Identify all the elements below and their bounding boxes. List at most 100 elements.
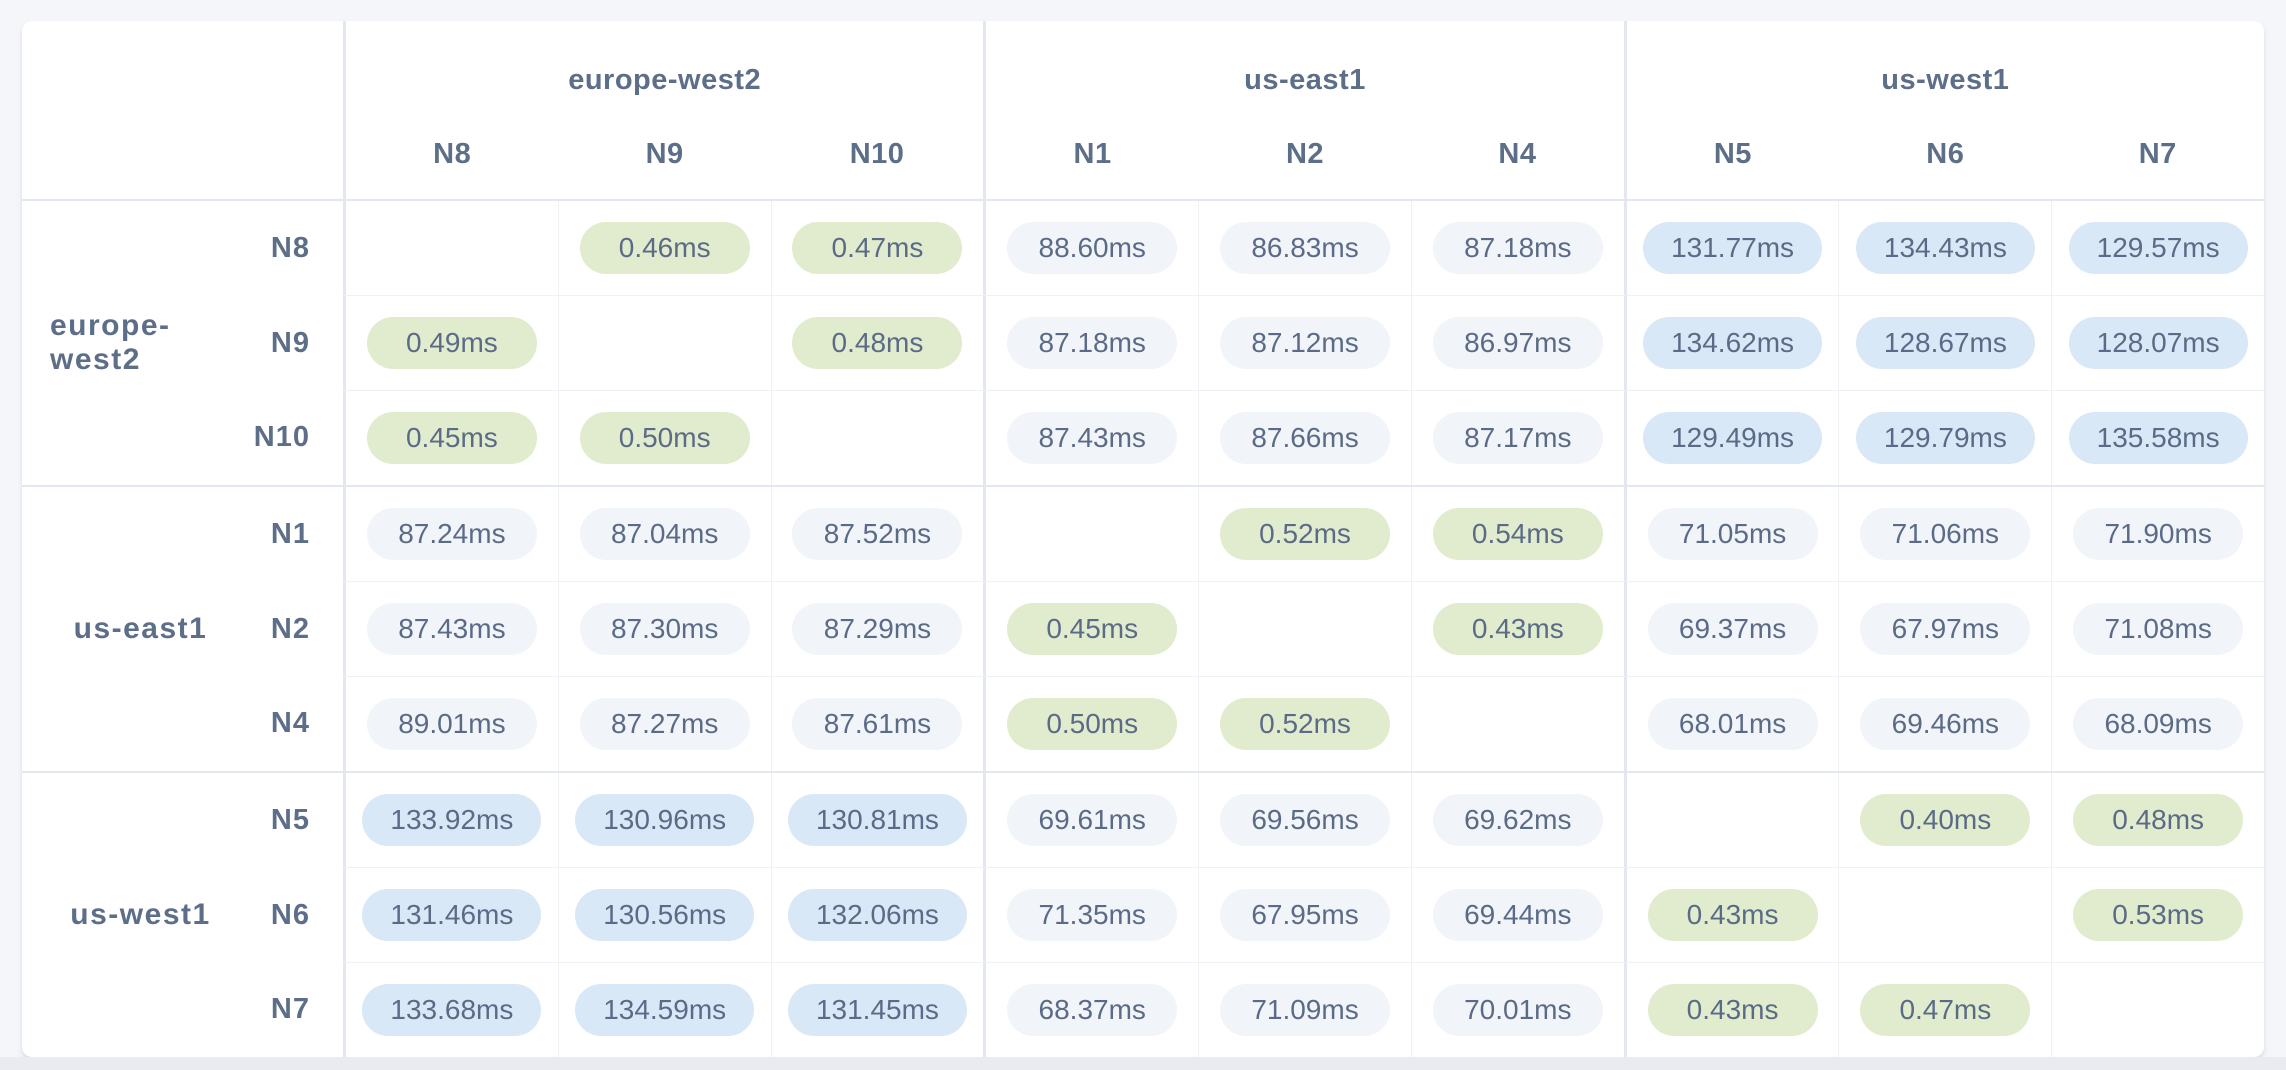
latency-cell: 0.46ms [557,201,771,295]
latency-cell: 132.06ms [770,868,984,962]
latency-pill: 87.43ms [1007,412,1178,464]
latency-cell: 87.18ms [1410,201,1624,295]
latency-cell: 130.56ms [557,868,771,962]
table-row-N4: 89.01ms 87.27ms 87.61ms 0.50ms 0.52ms 68.01ms… [343,676,2264,771]
latency-pill: 0.52ms [1220,698,1391,750]
latency-pill: 129.79ms [1855,412,2035,464]
latency-pill: 87.52ms [792,508,963,560]
self-latency-cell [343,201,558,295]
latency-pill: 0.47ms [1860,984,2031,1036]
latency-cell: 0.43ms [1410,582,1624,676]
table-row-N8: 0.46ms 0.47ms 88.60ms 86.83ms 87.18ms 131.77m… [343,201,2264,295]
row-header-N9: N9 [270,326,310,359]
table-row-N1: 87.24ms 87.04ms 87.52ms 0.52ms 0.54ms 71.05ms… [343,487,2264,581]
column-header-N9: N9 [645,137,684,170]
latency-cell: 71.06ms [1838,487,2051,581]
latency-cell: 87.52ms [770,487,984,581]
matrix-corner-cell [22,21,343,199]
self-latency-cell [770,391,984,485]
latency-pill: 0.52ms [1220,508,1391,560]
self-latency-cell [557,296,771,390]
latency-cell: 88.60ms [983,201,1198,295]
latency-cell: 67.95ms [1198,868,1411,962]
page-bottom-strip [0,1057,2286,1070]
column-header-N5: N5 [1713,137,1752,170]
row-region-label: us-east1 [73,612,208,645]
latency-pill: 0.46ms [579,222,750,274]
latency-pill: 87.04ms [579,508,750,560]
row-group-europe-west2: europe-west2 N8 N9 N10 0.46ms 0.47ms 88.60ms 86… [22,201,2264,485]
latency-cell: 69.44ms [1410,868,1624,962]
latency-pill: 69.61ms [1007,794,1178,846]
row-region-label: europe-west2 [50,309,171,376]
latency-cell: 87.66ms [1198,391,1411,485]
latency-cell: 133.92ms [343,773,558,867]
latency-pill: 69.62ms [1432,794,1603,846]
latency-pill: 0.43ms [1647,889,1818,941]
latency-cell: 0.45ms [983,582,1198,676]
latency-pill: 69.44ms [1432,889,1603,941]
latency-pill: 87.18ms [1007,317,1178,369]
latency-pill: 87.24ms [366,508,537,560]
latency-cell: 87.43ms [983,391,1198,485]
column-header-N6: N6 [1926,137,1965,170]
column-group-label: us-west1 [1881,63,2010,96]
latency-cell: 0.47ms [1838,963,2051,1057]
latency-cell: 0.45ms [343,391,558,485]
latency-pill: 86.97ms [1432,317,1603,369]
latency-pill: 133.92ms [362,794,542,846]
latency-pill: 134.59ms [575,984,755,1036]
latency-pill: 0.53ms [2073,889,2244,941]
column-node-labels: N5 N6 N7 [1627,124,2264,199]
column-node-labels: N1 N2 N4 [986,124,1623,199]
latency-pill: 0.40ms [1860,794,2031,846]
latency-cell: 0.52ms [1198,487,1411,581]
latency-cell: 128.67ms [1838,296,2051,390]
row-group-labels: us-east1 N1 N2 N4 [22,487,343,771]
latency-pill: 0.50ms [579,412,750,464]
latency-cell: 128.07ms [2051,296,2264,390]
latency-cell: 86.97ms [1410,296,1624,390]
latency-cell: 130.81ms [770,773,984,867]
latency-cell: 68.37ms [983,963,1198,1057]
latency-cell: 70.01ms [1410,963,1624,1057]
row-header-N4: N4 [270,707,310,740]
column-node-labels: N8 N9 N10 [346,124,983,199]
latency-cell: 0.48ms [770,296,984,390]
latency-cell: 0.43ms [1623,868,1839,962]
row-region-label: us-west1 [70,898,211,931]
latency-pill: 130.56ms [575,889,755,941]
latency-cell: 0.50ms [557,391,771,485]
table-row-N7: 133.68ms 134.59ms 131.45ms 68.37ms 71.09ms 70… [343,962,2264,1057]
latency-cell: 69.46ms [1838,677,2051,771]
latency-pill: 69.37ms [1647,603,1818,655]
row-header-N6: N6 [270,898,310,931]
table-row-N9: 0.49ms 0.48ms 87.18ms 87.12ms 86.97ms 134.62m… [343,295,2264,390]
row-node-labels: N5 N6 N7 [231,773,343,1057]
latency-pill: 130.96ms [575,794,755,846]
latency-cell: 87.61ms [770,677,984,771]
column-header-N7: N7 [2138,137,2177,170]
latency-pill: 87.17ms [1432,412,1603,464]
latency-cell: 69.56ms [1198,773,1411,867]
latency-pill: 71.08ms [2073,603,2244,655]
column-header-N2: N2 [1285,137,1325,170]
latency-cell: 69.37ms [1623,582,1839,676]
latency-cell: 0.48ms [2051,773,2264,867]
latency-cell: 68.01ms [1623,677,1839,771]
self-latency-cell [1198,582,1411,676]
row-header-N5: N5 [270,803,310,836]
latency-cell: 134.43ms [1838,201,2051,295]
column-header-N4: N4 [1498,137,1537,170]
matrix-header-row: europe-west2 N8 N9 N10 us-east1 N1 N2 N4 us-west… [22,21,2264,201]
latency-matrix-table: europe-west2 N8 N9 N10 us-east1 N1 N2 N4 us-west… [22,21,2264,1057]
latency-pill: 71.90ms [2073,508,2244,560]
row-header-N7: N7 [270,993,310,1026]
latency-matrix-card: europe-west2 N8 N9 N10 us-east1 N1 N2 N4 us-west… [22,21,2264,1057]
row-group-us-east1: us-east1 N1 N2 N4 87.24ms 87.04ms 87.52ms 0.52m… [22,485,2264,771]
latency-cell: 68.09ms [2051,677,2264,771]
latency-cell: 134.62ms [1623,296,1839,390]
latency-pill: 0.54ms [1432,508,1603,560]
column-group-label: us-east1 [1244,63,1366,96]
row-node-labels: N1 N2 N4 [231,487,343,771]
